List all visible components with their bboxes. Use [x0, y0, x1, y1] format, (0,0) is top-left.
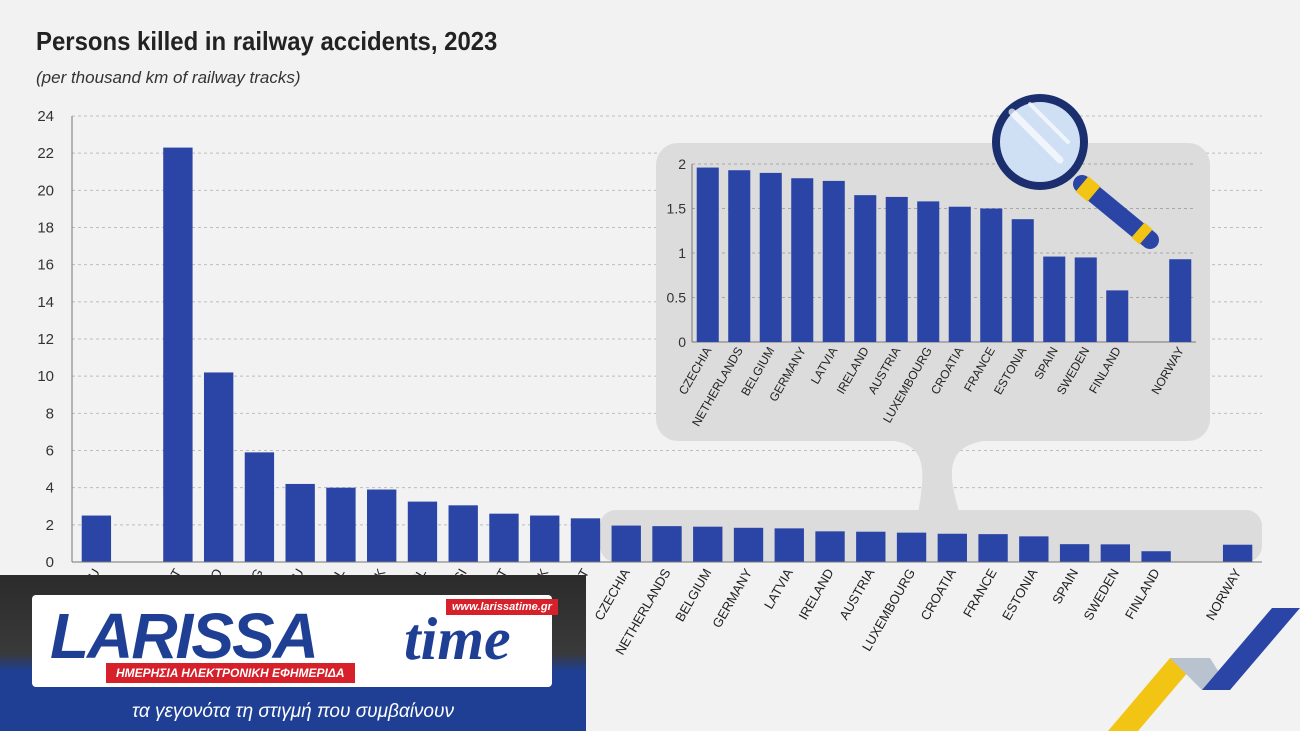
magnifier-icon [992, 94, 1159, 249]
x-tick-label: CROATIA [918, 566, 960, 623]
inset-bar-latvia [822, 180, 845, 342]
x-tick-label: CZECHIA [591, 566, 633, 623]
inset-bar-netherlands [728, 170, 751, 342]
inset-bar-germany [791, 178, 814, 342]
x-tick-label: LATVIA [761, 566, 796, 612]
inset-y-tick-label: 1 [678, 245, 686, 261]
bar-luxembourg [896, 532, 927, 562]
bar-spain [1059, 544, 1090, 562]
bar-austria [856, 531, 886, 562]
bar-finland [1141, 551, 1171, 562]
logo-slogan: τα γεγονότα τη στιγμή που συμβαίνουν [132, 701, 454, 722]
zoom-band [599, 510, 1262, 562]
y-tick-label: 20 [37, 182, 54, 199]
y-tick-label: 24 [37, 108, 54, 125]
inset-bar-czechia [696, 167, 719, 342]
chart-subtitle: (per thousand km of railway tracks) [36, 68, 301, 87]
x-tick-label: SPAIN [1049, 566, 1081, 606]
bar-latvia [774, 528, 804, 562]
inset-bar-estonia [1011, 219, 1034, 342]
x-tick-label: BELGIUM [672, 566, 714, 624]
bar-hu [285, 483, 315, 562]
bar-norway [1222, 544, 1253, 562]
callout-connector [880, 440, 1000, 514]
bar-sk [367, 489, 397, 562]
bar-it [570, 518, 601, 562]
y-tick-label: 18 [37, 220, 54, 237]
y-tick-label: 10 [37, 368, 54, 385]
y-tick-label: 22 [37, 145, 54, 162]
bar-sweden [1100, 544, 1131, 562]
inset-bar-norway [1169, 259, 1192, 342]
logo-url[interactable]: www.larissatime.gr [446, 599, 558, 615]
bar-france [978, 534, 1008, 562]
logo-wordmark: LARISSA [50, 600, 319, 672]
x-tick-label: AUSTRIA [836, 566, 877, 623]
brand-chevron-decoration [1108, 608, 1300, 731]
x-tick-label: IRELAND [795, 566, 836, 622]
inset-bar-spain [1043, 256, 1066, 342]
inset-y-tick-label: 1.5 [667, 201, 687, 217]
bar-el [407, 501, 438, 562]
logo-plate: LARISSA time www.larissatime.gr ΗΜΕΡΗΣΙΑ… [32, 595, 558, 687]
y-tick-label: 12 [37, 331, 54, 348]
y-tick-label: 6 [46, 443, 54, 460]
y-tick-label: 0 [46, 554, 54, 571]
x-tick-label: ESTONIA [999, 566, 1041, 623]
y-tick-label: 2 [46, 517, 54, 534]
logo-tagline: ΗΜΕΡΗΣΙΑ ΗΛΕΚΤΡΟΝΙΚΗ ΕΦΗΜΕΡΙΔΑ [106, 663, 355, 683]
bar-estonia [1019, 536, 1049, 562]
bar-lt [163, 147, 193, 562]
bar-germany [733, 527, 764, 562]
bar-eu [81, 515, 112, 562]
bar-si [448, 505, 478, 562]
chart-title: Persons killed in railway accidents, 202… [36, 26, 498, 56]
inset-bar-france [980, 208, 1003, 342]
bar-bg [244, 452, 275, 562]
bar-czechia [611, 525, 641, 562]
inset-bar-finland [1106, 290, 1129, 342]
y-tick-label: 4 [46, 480, 54, 497]
bar-pt [489, 513, 519, 562]
inset-y-tick-label: 0 [678, 334, 686, 350]
bars [81, 147, 1253, 562]
bar-dk [530, 515, 560, 562]
y-tick-label: 16 [37, 257, 54, 274]
inset-bar-croatia [948, 206, 971, 342]
inset-y-tick-label: 2 [678, 156, 686, 172]
bar-pl [326, 487, 356, 562]
x-tick-label: FRANCE [960, 566, 1000, 620]
bar-croatia [937, 533, 967, 562]
inset-bar-belgium [759, 172, 782, 342]
inset-bar-sweden [1074, 257, 1097, 342]
bar-netherlands [652, 526, 682, 562]
y-tick-label: 8 [46, 405, 54, 422]
larissatime-logo-banner[interactable]: LARISSA time www.larissatime.gr ΗΜΕΡΗΣΙΑ… [0, 575, 586, 731]
inset-y-tick-label: 0.5 [667, 290, 687, 306]
bar-ro [203, 372, 234, 562]
x-tick-label: GERMANY [709, 566, 755, 631]
inset-bar-ireland [854, 195, 877, 342]
inset-bar-luxembourg [917, 201, 940, 342]
bar-belgium [693, 526, 723, 562]
bar-ireland [815, 531, 845, 562]
logo-wordmark-suffix: time [404, 606, 511, 672]
y-tick-label: 14 [37, 294, 54, 311]
inset-bar-austria [885, 196, 908, 342]
